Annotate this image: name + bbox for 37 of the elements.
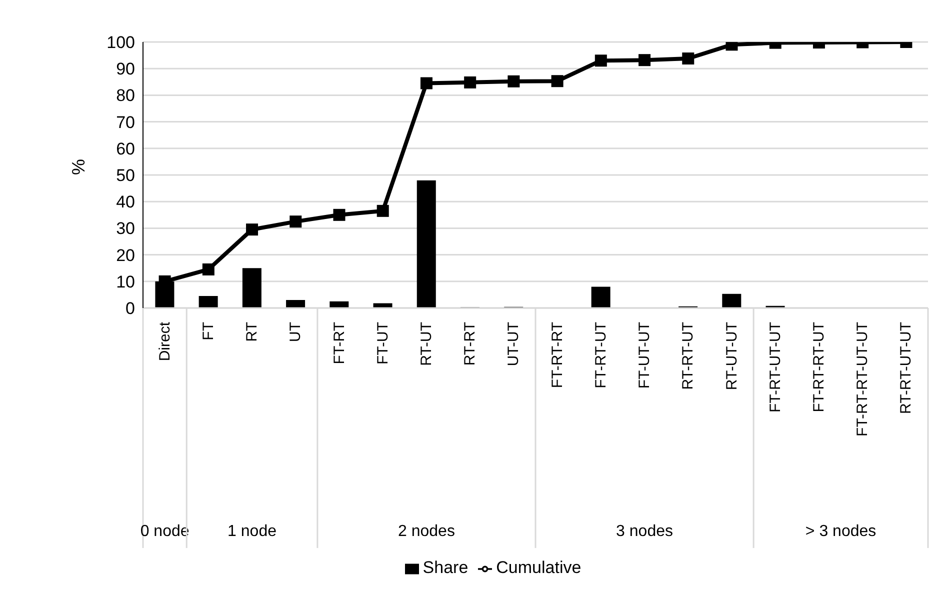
- x-tick-label: UT: [287, 322, 304, 342]
- legend-label: Cumulative: [496, 558, 582, 577]
- text: 3 nodes: [616, 523, 673, 540]
- text: 1 node: [228, 523, 277, 540]
- x-tick-label: RT-RT-UT: [680, 322, 697, 390]
- x-tick-label: Direct: [156, 321, 174, 362]
- x-tick-label: UT-UT: [505, 322, 522, 366]
- legend-label: Share: [422, 558, 468, 577]
- y-tick-label: 30: [116, 219, 135, 238]
- x-tick-label: FT: [200, 322, 217, 340]
- x-tick-label: FT-UT-UT: [636, 322, 654, 389]
- y-tick-label: 70: [116, 112, 135, 132]
- x-tick-label: FT-RT-RT-UT-UT: [854, 322, 872, 436]
- x-tick-label: FT-RT: [330, 322, 348, 364]
- y-tick-label: 60: [116, 139, 135, 158]
- x-tick-label: FT-UT: [374, 322, 392, 364]
- x-tick-label: FT-RT-RT-UT: [810, 322, 828, 412]
- x-tick-label: FT-RT-UT: [592, 322, 610, 388]
- x-tick-label: RT-UT-UT: [723, 322, 740, 390]
- y-tick-label: 90: [116, 60, 135, 79]
- y-axis-title: %: [68, 158, 88, 175]
- x-tick-label: FT-RT-UT-UT: [766, 322, 784, 413]
- text: 0 node: [140, 523, 190, 540]
- x-tick-label: RT-RT: [462, 322, 479, 366]
- x-tick-label: FT-RT-RT: [548, 322, 566, 388]
- x-tick-label: RT-RT-UT-UT: [898, 322, 915, 414]
- y-tick-label: 100: [106, 33, 135, 52]
- y-tick-label: 10: [116, 272, 135, 292]
- y-tick-label: 20: [116, 246, 135, 265]
- x-tick-label: RT-UT: [418, 322, 435, 366]
- x-tick-label: RT: [244, 322, 261, 342]
- y-tick-label: 0: [126, 299, 135, 318]
- y-tick-label: 40: [116, 192, 135, 212]
- text: > 3 nodes: [805, 523, 876, 540]
- y-tick-label: 80: [116, 86, 135, 106]
- text: 2 nodes: [398, 523, 455, 540]
- y-tick-label: 50: [116, 166, 135, 186]
